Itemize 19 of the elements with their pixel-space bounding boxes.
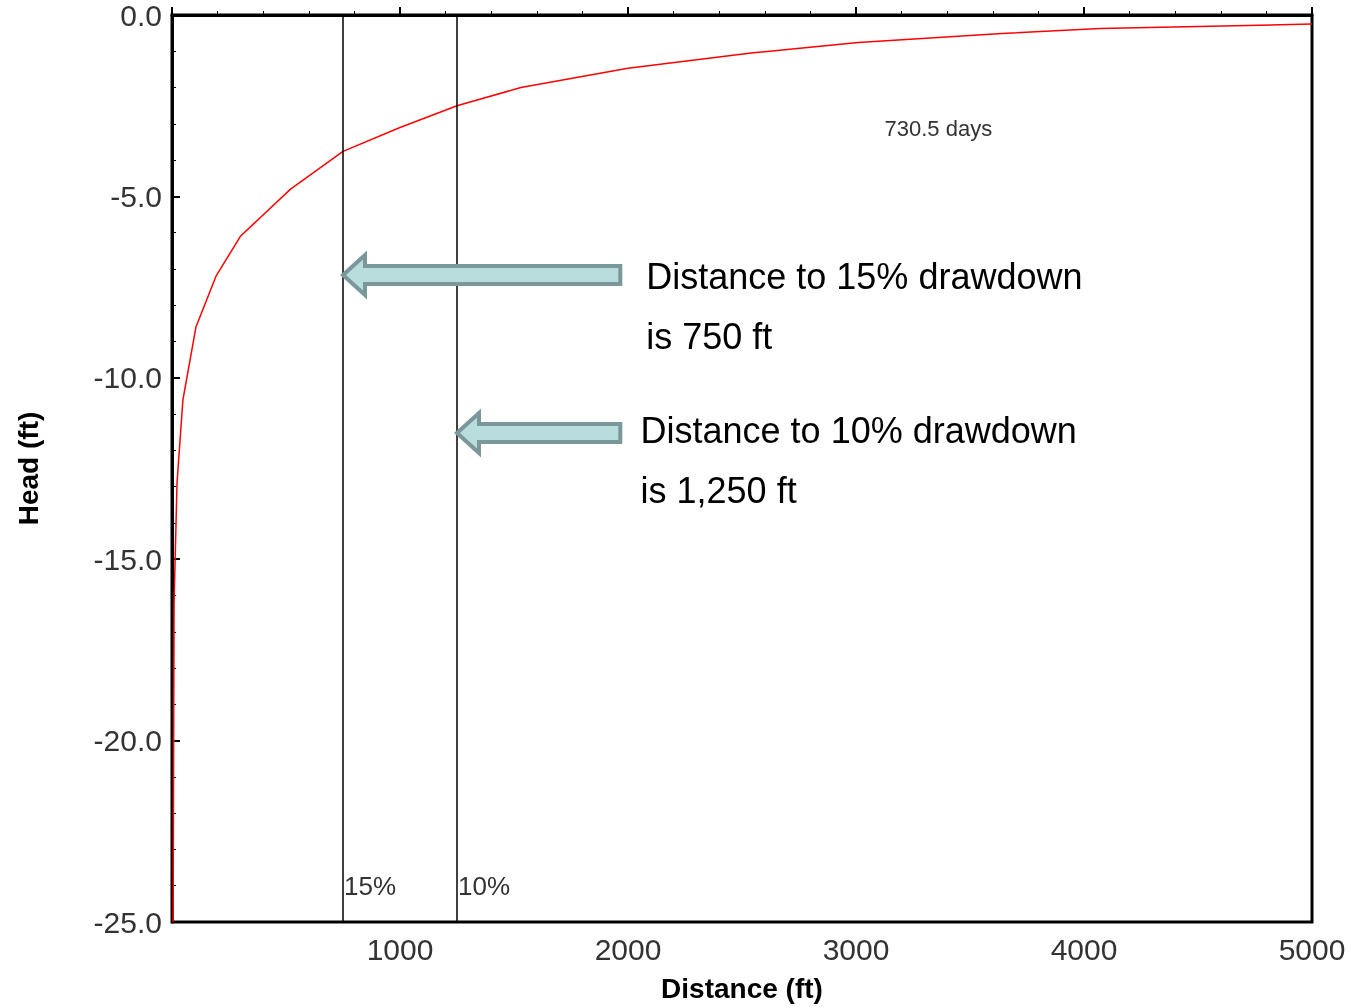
- y-tick-label: -15.0: [93, 542, 162, 576]
- y-tick-label: -5.0: [110, 179, 162, 213]
- annotation: 10%: [458, 870, 511, 901]
- annotation: 730.5 days: [884, 115, 993, 141]
- y-axis-title: Head (ft): [12, 411, 44, 526]
- x-tick-label: 1000: [366, 932, 434, 966]
- x-tick-label: 3000: [822, 932, 890, 966]
- x-axis-title: Distance (ft): [661, 972, 823, 1004]
- x-tick-label: 4000: [1050, 932, 1118, 966]
- y-tick-label: -25.0: [93, 905, 162, 939]
- y-tick-label: -20.0: [93, 724, 162, 758]
- x-tick-label: 2000: [594, 932, 662, 966]
- line-series: [172, 23, 1313, 923]
- annotation: Distance to 15% drawdown is 750 ft: [646, 255, 1083, 357]
- y-tick-label: -10.0: [93, 361, 162, 395]
- y-tick-label: 0.0: [120, 0, 162, 32]
- annotation: Distance to 10% drawdown is 1,250 ft: [640, 409, 1077, 511]
- x-tick-label: 5000: [1278, 932, 1346, 966]
- annotation: 15%: [344, 870, 397, 901]
